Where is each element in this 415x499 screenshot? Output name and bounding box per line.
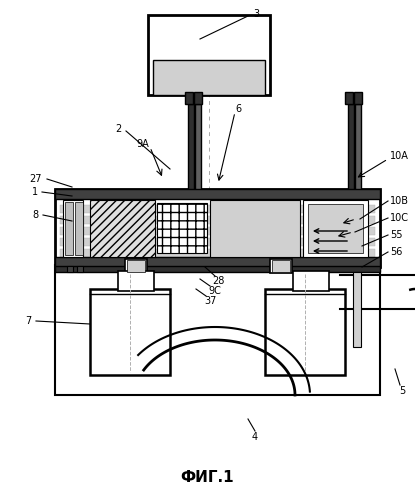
Bar — [90, 289, 170, 375]
Text: 1: 1 — [32, 187, 38, 197]
Bar — [90, 200, 155, 257]
Bar — [60, 227, 375, 235]
Text: 6: 6 — [235, 104, 241, 114]
Text: 9С: 9С — [208, 286, 221, 296]
Bar — [77, 266, 83, 272]
Bar — [55, 189, 380, 199]
Bar — [265, 289, 345, 375]
Bar — [272, 260, 290, 272]
Bar — [210, 200, 300, 257]
Text: 10В: 10В — [390, 196, 409, 206]
Text: 28: 28 — [212, 276, 225, 286]
Bar — [157, 203, 207, 253]
Text: 10А: 10А — [390, 151, 409, 161]
Bar — [55, 257, 380, 267]
Bar — [118, 271, 154, 291]
Bar — [355, 104, 361, 191]
Text: 2: 2 — [115, 124, 121, 134]
Text: 4: 4 — [252, 432, 258, 442]
Text: 9А: 9А — [137, 139, 149, 149]
Bar — [60, 238, 375, 246]
Text: 8: 8 — [32, 210, 38, 220]
Bar — [303, 200, 368, 257]
Bar — [270, 259, 292, 273]
Bar — [75, 202, 83, 255]
Text: 3: 3 — [253, 9, 259, 19]
Bar — [55, 189, 380, 267]
Bar — [63, 200, 83, 257]
Bar — [55, 266, 380, 272]
Text: 27: 27 — [29, 174, 41, 184]
Text: 5: 5 — [399, 386, 405, 396]
Bar — [60, 216, 375, 224]
Text: 7: 7 — [25, 316, 31, 326]
Bar — [353, 272, 361, 347]
Bar — [195, 104, 201, 191]
Bar — [60, 249, 375, 257]
Bar — [188, 104, 194, 191]
Bar — [125, 259, 147, 273]
Bar — [127, 260, 145, 272]
Bar — [293, 271, 329, 291]
Bar — [348, 104, 354, 191]
Bar — [194, 92, 202, 104]
Text: 55: 55 — [390, 230, 403, 240]
Bar — [354, 92, 362, 104]
Bar — [55, 265, 380, 395]
Bar — [153, 60, 265, 95]
Bar — [148, 15, 270, 95]
Text: 37: 37 — [204, 296, 216, 306]
Text: 56: 56 — [390, 247, 403, 257]
Bar — [65, 202, 73, 255]
Bar — [60, 205, 375, 213]
Bar — [185, 92, 193, 104]
Bar — [67, 266, 73, 272]
Text: ФИГ.1: ФИГ.1 — [180, 470, 234, 485]
Bar — [308, 204, 363, 253]
Bar — [345, 92, 353, 104]
Text: 10С: 10С — [390, 213, 409, 223]
